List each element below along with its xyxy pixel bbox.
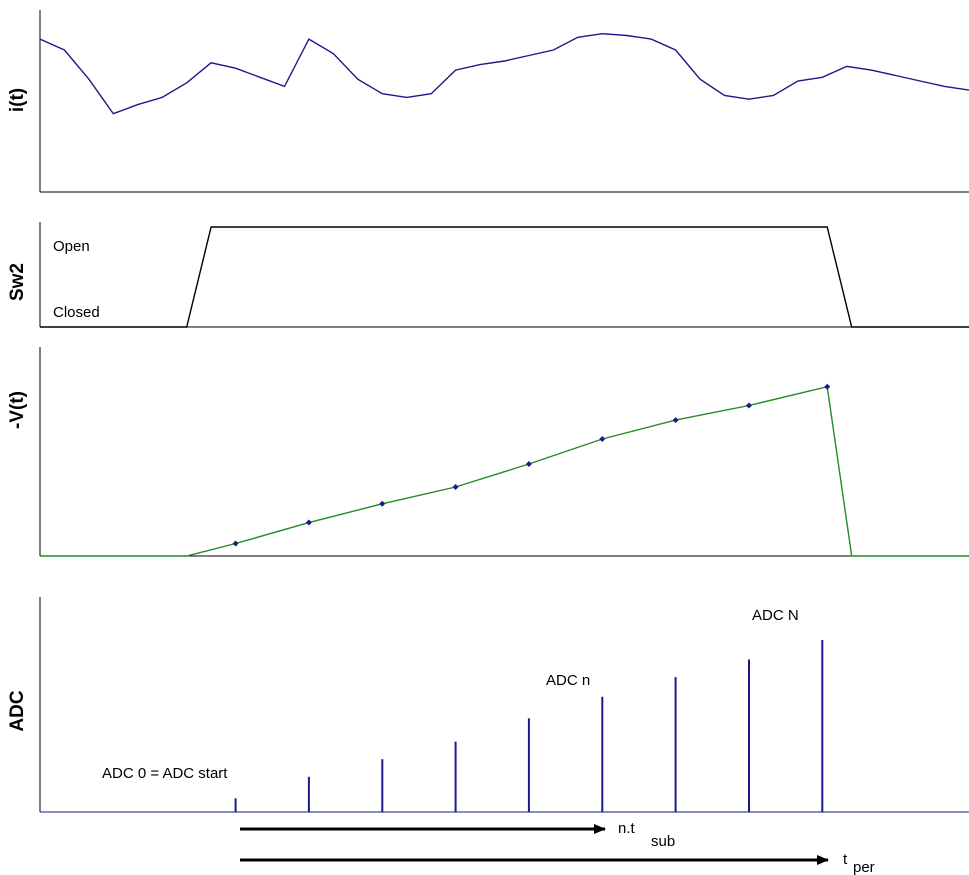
adc-N-label: ADC N bbox=[752, 607, 799, 624]
switch-trace bbox=[40, 226, 969, 328]
current-trace bbox=[39, 32, 969, 115]
switch-ylabel: Sw2 bbox=[7, 263, 28, 301]
voltage-sample-marker-0 bbox=[232, 540, 239, 547]
sub-period-label: n.t bbox=[618, 820, 636, 837]
period-label: t bbox=[843, 851, 848, 868]
voltage-sample-marker-7 bbox=[745, 402, 752, 409]
adc-n-label: ADC n bbox=[546, 672, 590, 689]
current-ylabel: i(t) bbox=[7, 88, 28, 112]
voltage-sample-markers bbox=[232, 383, 831, 547]
switch-closed-label: Closed bbox=[53, 304, 100, 321]
switch-panel: Sw2 Open Closed bbox=[7, 222, 969, 328]
current-panel: i(t) bbox=[7, 10, 969, 193]
switch-open-label: Open bbox=[53, 238, 90, 255]
voltage-sample-marker-5 bbox=[599, 435, 606, 442]
voltage-sample-marker-1 bbox=[305, 519, 312, 526]
voltage-sample-marker-2 bbox=[379, 500, 386, 507]
voltage-sample-marker-3 bbox=[452, 484, 459, 491]
voltage-trace bbox=[40, 385, 969, 557]
voltage-panel: -V(t) bbox=[7, 347, 969, 557]
adc-start-label: ADC 0 = ADC start bbox=[102, 765, 228, 782]
adc-sample-bars bbox=[234, 640, 824, 812]
voltage-sample-marker-8 bbox=[824, 383, 831, 390]
sub-period-subscript: sub bbox=[651, 833, 675, 850]
period-subscript: per bbox=[853, 859, 875, 875]
adc-ylabel: ADC bbox=[7, 690, 28, 731]
voltage-sample-marker-6 bbox=[672, 417, 679, 424]
voltage-sample-marker-4 bbox=[525, 461, 532, 468]
voltage-ylabel: -V(t) bbox=[7, 391, 28, 429]
timing-arrows: n.t sub t per bbox=[240, 820, 875, 875]
adc-panel: ADC ADC 0 = ADC start ADC n ADC N bbox=[7, 597, 969, 813]
